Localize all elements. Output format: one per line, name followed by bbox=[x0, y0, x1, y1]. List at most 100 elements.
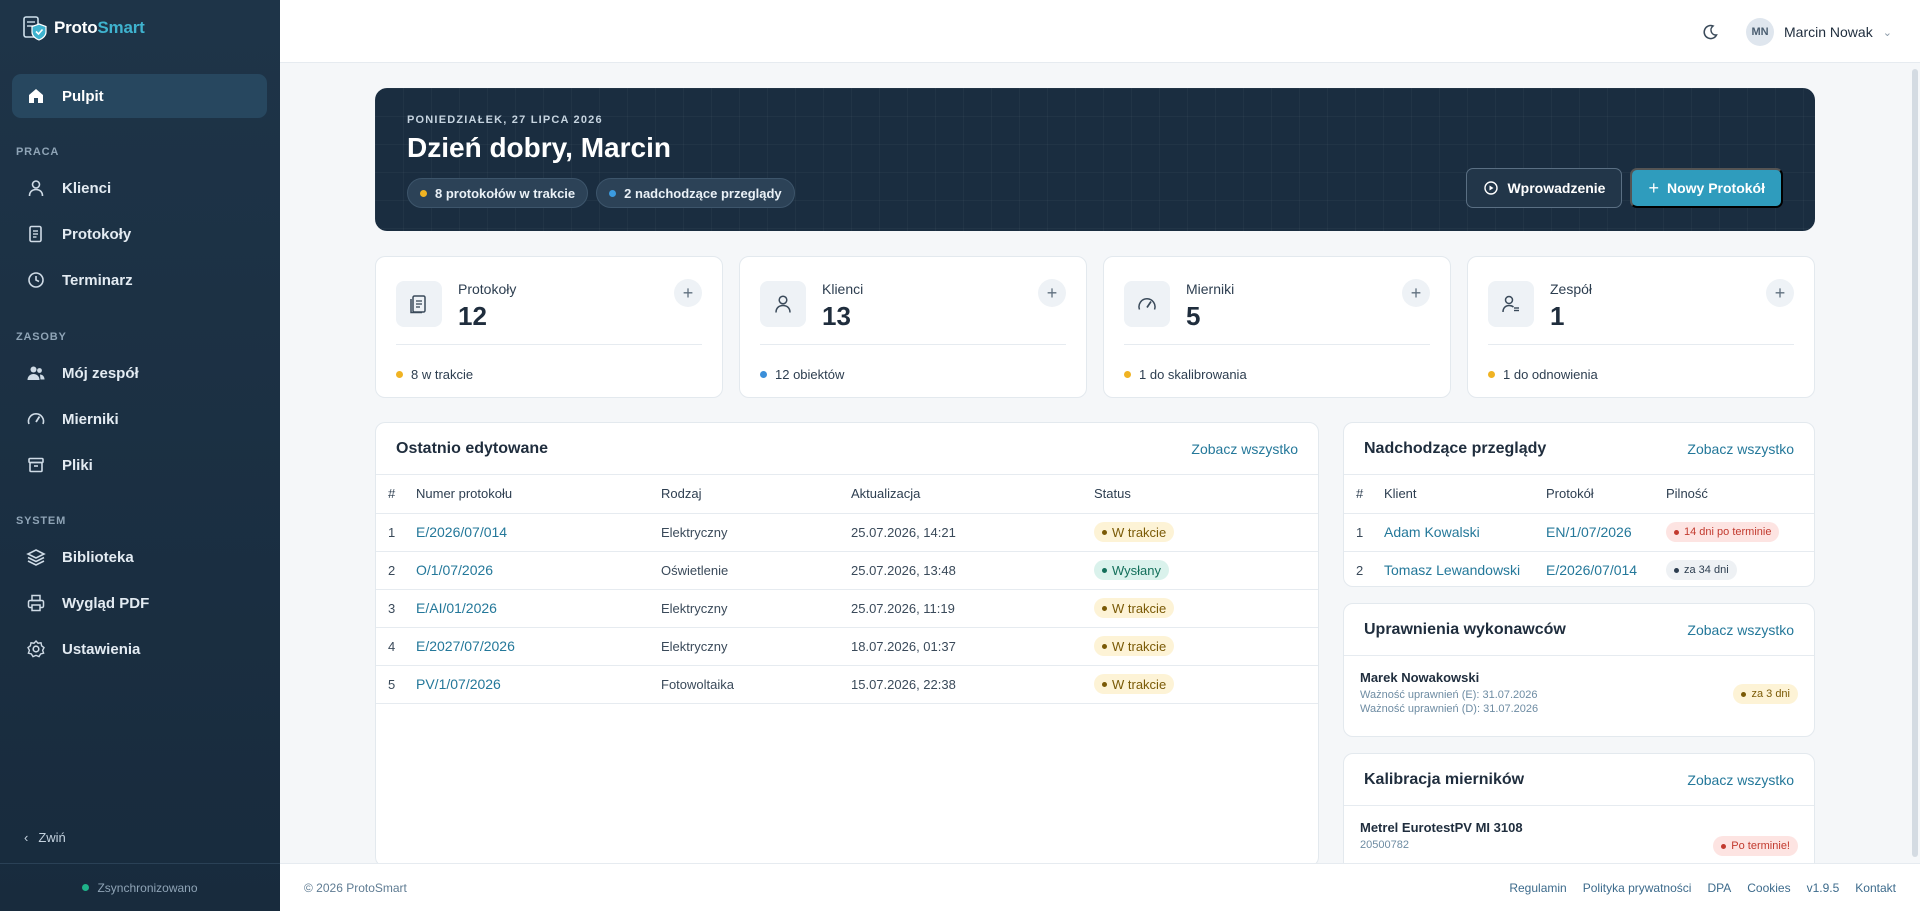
urgency-badge: za 34 dni bbox=[1666, 560, 1737, 581]
see-all-link[interactable]: Zobacz wszystko bbox=[1687, 440, 1794, 457]
stat-label: Zespół bbox=[1550, 281, 1593, 297]
current-date: PONIEDZIAŁEK, 27 LIPCA 2026 bbox=[407, 114, 603, 126]
see-all-link[interactable]: Zobacz wszystko bbox=[1687, 771, 1794, 788]
see-all-link[interactable]: Zobacz wszystko bbox=[1191, 440, 1298, 457]
plus-icon: + bbox=[1046, 282, 1058, 303]
stat-label: Protokoły bbox=[458, 281, 517, 297]
protocol-number-link[interactable]: E/2027/07/2026 bbox=[416, 627, 661, 666]
play-circle-icon bbox=[1484, 181, 1499, 195]
footer-link-regulamin[interactable]: Regulamin bbox=[1509, 880, 1567, 895]
intro-button[interactable]: Wprowadzenie bbox=[1466, 168, 1623, 208]
add-client-button[interactable]: + bbox=[1038, 279, 1066, 307]
plus-icon: + bbox=[1410, 282, 1422, 303]
user-menu[interactable]: MN Marcin Nowak ⌄ bbox=[1746, 18, 1892, 46]
document-icon bbox=[396, 281, 442, 327]
footer-link-privacy[interactable]: Polityka prywatności bbox=[1582, 880, 1692, 895]
avatar: MN bbox=[1746, 18, 1774, 46]
stat-value: 13 bbox=[822, 301, 851, 331]
protocol-number-link[interactable]: O/1/07/2026 bbox=[416, 551, 661, 590]
table-row[interactable]: 1 Adam Kowalski EN/1/07/2026 14 dni po t… bbox=[1344, 513, 1814, 552]
footer-link-contact[interactable]: Kontakt bbox=[1855, 880, 1896, 895]
column-header[interactable]: Aktualizacja bbox=[851, 475, 1094, 514]
client-link[interactable]: Tomasz Lewandowski bbox=[1384, 562, 1521, 579]
sidebar-item-pulpit[interactable]: Pulpit bbox=[12, 74, 267, 118]
footer-link-dpa[interactable]: DPA bbox=[1707, 880, 1732, 895]
table-row[interactable]: 1 E/2026/07/014 Elektryczny 25.07.2026, … bbox=[376, 513, 1318, 552]
app-logo[interactable]: ProtoSmart bbox=[22, 14, 145, 42]
meter-name: Metrel EurotestPV MI 3108 bbox=[1360, 820, 1523, 835]
row-number: 2 bbox=[1356, 562, 1364, 578]
protocol-number-link[interactable]: E/2026/07/014 bbox=[416, 513, 661, 552]
stat-card-protokoly[interactable]: Protokoły 12 + 8 w trakcie bbox=[375, 256, 723, 398]
sidebar-item-moj-zespol[interactable]: Mój zespół bbox=[12, 351, 267, 395]
sidebar-item-protokoly[interactable]: Protokoły bbox=[12, 212, 267, 256]
sidebar-item-terminarz[interactable]: Terminarz bbox=[12, 258, 267, 302]
new-protocol-button[interactable]: + Nowy Protokół bbox=[1630, 168, 1783, 208]
sidebar-item-klienci[interactable]: Klienci bbox=[12, 166, 267, 210]
add-protocol-button[interactable]: + bbox=[674, 279, 702, 307]
plus-icon: + bbox=[682, 282, 694, 303]
sidebar-item-wyglad-pdf[interactable]: Wygląd PDF bbox=[12, 581, 267, 625]
stat-value: 12 bbox=[458, 301, 487, 331]
sidebar-item-ustawienia[interactable]: Ustawienia bbox=[12, 627, 267, 671]
table-row[interactable]: 2 O/1/07/2026 Oświetlenie 25.07.2026, 13… bbox=[376, 551, 1318, 590]
archive-icon bbox=[28, 457, 44, 473]
collapse-label: Zwiń bbox=[38, 830, 66, 845]
printer-icon bbox=[27, 594, 45, 612]
status-dot-icon bbox=[760, 371, 767, 378]
status-dot-icon bbox=[1124, 371, 1131, 378]
app-version: v1.9.5 bbox=[1806, 880, 1840, 895]
status-dot-icon bbox=[1721, 843, 1727, 849]
calibration-item[interactable]: Metrel EurotestPV MI 3108 20500782 Po te… bbox=[1344, 806, 1814, 886]
protocol-number-link[interactable]: E/AI/01/2026 bbox=[416, 589, 661, 628]
protocol-type: Elektryczny bbox=[661, 589, 851, 628]
footer-link-cookies[interactable]: Cookies bbox=[1747, 880, 1791, 895]
protocol-link[interactable]: EN/1/07/2026 bbox=[1546, 513, 1666, 552]
in-progress-pill[interactable]: 8 protokołów w trakcie bbox=[407, 178, 589, 208]
row-number: 2 bbox=[376, 551, 416, 590]
page-footer: © 2026 ProtoSmart Regulamin Polityka pry… bbox=[280, 863, 1920, 911]
sidebar-item-pliki[interactable]: Pliki bbox=[12, 443, 267, 487]
add-meter-button[interactable]: + bbox=[1402, 279, 1430, 307]
permission-item[interactable]: Marek Nowakowski Ważność uprawnień (E): … bbox=[1344, 656, 1814, 736]
column-header[interactable]: Rodzaj bbox=[661, 475, 851, 514]
meter-serial: 20500782 bbox=[1360, 839, 1409, 851]
collapse-sidebar-button[interactable]: ‹ Zwiń bbox=[24, 830, 66, 845]
status-dot-icon bbox=[1102, 605, 1107, 611]
column-header[interactable]: Protokół bbox=[1546, 475, 1666, 514]
column-header[interactable]: Status bbox=[1094, 475, 1318, 514]
nav-section-zasoby: ZASOBY bbox=[16, 331, 67, 343]
table-row[interactable]: 2 Tomasz Lewandowski E/2026/07/014 za 34… bbox=[1344, 551, 1814, 586]
gauge-icon bbox=[1124, 281, 1170, 327]
sidebar-item-mierniki[interactable]: Mierniki bbox=[12, 397, 267, 441]
sidebar-item-biblioteka[interactable]: Biblioteka bbox=[12, 535, 267, 579]
column-header[interactable]: Numer protokołu bbox=[416, 475, 661, 514]
stat-footnote: 1 do skalibrowania bbox=[1139, 367, 1247, 382]
table-row[interactable]: 5 PV/1/07/2026 Fotowoltaika 15.07.2026, … bbox=[376, 665, 1318, 704]
see-all-link[interactable]: Zobacz wszystko bbox=[1687, 621, 1794, 638]
table-row[interactable]: 4 E/2027/07/2026 Elektryczny 18.07.2026,… bbox=[376, 627, 1318, 666]
gear-icon bbox=[27, 639, 45, 658]
scrollbar-thumb[interactable] bbox=[1912, 69, 1918, 857]
column-header[interactable]: Pilność bbox=[1666, 475, 1814, 514]
status-dot-icon bbox=[1674, 567, 1679, 573]
upcoming-reviews-pill[interactable]: 2 nadchodzące przeglądy bbox=[596, 178, 795, 208]
sync-dot-icon bbox=[82, 884, 90, 891]
stat-card-zespol[interactable]: Zespół 1 + 1 do odnowienia bbox=[1467, 256, 1815, 398]
user-name: Marcin Nowak bbox=[1784, 24, 1873, 40]
status-badge: W trakcie bbox=[1094, 598, 1175, 618]
column-header[interactable]: Klient bbox=[1384, 475, 1546, 514]
add-team-member-button[interactable]: + bbox=[1766, 279, 1794, 307]
protocol-link[interactable]: E/2026/07/014 bbox=[1546, 562, 1638, 579]
client-link[interactable]: Adam Kowalski bbox=[1384, 513, 1546, 552]
expiry-badge: za 3 dni bbox=[1733, 684, 1798, 704]
stat-card-klienci[interactable]: Klienci 13 + 12 obiektów bbox=[739, 256, 1087, 398]
main-scrollbar[interactable] bbox=[1912, 63, 1918, 863]
contractor-name: Marek Nowakowski bbox=[1360, 670, 1480, 685]
status-badge: W trakcie bbox=[1094, 674, 1175, 694]
stat-footnote: 8 w trakcie bbox=[411, 367, 474, 382]
table-row[interactable]: 3 E/AI/01/2026 Elektryczny 25.07.2026, 1… bbox=[376, 589, 1318, 628]
moon-icon[interactable] bbox=[1700, 22, 1720, 42]
protocol-number-link[interactable]: PV/1/07/2026 bbox=[416, 665, 661, 704]
stat-card-mierniki[interactable]: Mierniki 5 + 1 do skalibrowania bbox=[1103, 256, 1451, 398]
